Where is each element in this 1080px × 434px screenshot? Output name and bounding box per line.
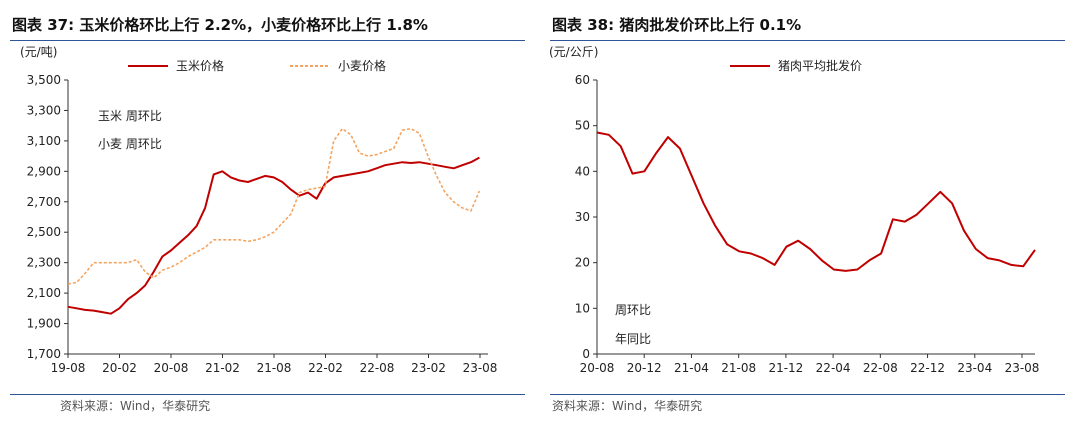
y-tick-label: 1,900 — [27, 317, 61, 331]
y-unit-label: (元/公斤) — [549, 45, 598, 59]
x-tick-label: 20-12 — [627, 361, 662, 375]
series-line — [596, 131, 1036, 272]
left-title-rule — [10, 40, 525, 41]
x-tick-label: 22-08 — [863, 361, 898, 375]
x-tick-label: 20-02 — [102, 361, 137, 375]
y-tick-label: 10 — [575, 301, 590, 315]
right-source-rule — [550, 394, 1065, 395]
x-tick-label: 20-08 — [154, 361, 189, 375]
y-tick-label: 2,100 — [27, 286, 61, 300]
y-tick-label: 1,700 — [27, 347, 61, 361]
note-text: 年同比 — [615, 332, 651, 346]
legend-label: 小麦价格 — [338, 58, 386, 73]
y-tick-label: 60 — [575, 73, 590, 87]
x-tick-label: 21-08 — [257, 361, 292, 375]
right-chart-panel: 图表 38: 猪肉批发价环比上行 0.1% (元/公斤) 0 10 20 30 40 50 6… — [540, 0, 1080, 434]
legend-label: 猪肉平均批发价 — [778, 58, 862, 73]
y-tick-label: 20 — [575, 256, 590, 270]
x-tick-label: 23-02 — [411, 361, 446, 375]
left-source-rule — [10, 394, 525, 395]
y-tick-label: 30 — [575, 210, 590, 224]
x-tick-label: 23-08 — [463, 361, 498, 375]
y-tick-label: 0 — [582, 347, 590, 361]
right-line-chart: (元/公斤) 0 10 20 30 40 50 60 20-08 20-12 21-04 21-08 2… — [549, 45, 1040, 375]
x-tick-label: 22-02 — [308, 361, 343, 375]
x-tick-label: 21-02 — [205, 361, 240, 375]
y-tick-label: 2,300 — [27, 256, 61, 270]
note-text: 小麦 周环比 — [98, 137, 162, 151]
series-line — [67, 127, 481, 285]
y-tick-label: 3,500 — [27, 73, 61, 87]
series-line — [67, 156, 480, 315]
left-chart-title: 图表 37: 玉米价格环比上行 2.2%，小麦价格环比上行 1.8% — [12, 16, 428, 34]
x-tick-label: 22-12 — [910, 361, 945, 375]
left-source-note: 资料来源：Wind，华泰研究 — [60, 399, 211, 413]
x-tick-label: 23-04 — [957, 361, 992, 375]
y-tick-label: 2,500 — [27, 225, 61, 239]
note-text: 玉米 周环比 — [98, 109, 162, 123]
right-source-note: 资料来源：Wind，华泰研究 — [552, 399, 703, 413]
y-tick-label: 2,700 — [27, 195, 61, 209]
x-tick-label: 22-04 — [816, 361, 851, 375]
x-tick-label: 21-08 — [721, 361, 756, 375]
y-tick-label: 2,900 — [27, 164, 61, 178]
y-tick-label: 3,100 — [27, 134, 61, 148]
x-tick-label: 21-12 — [768, 361, 803, 375]
right-chart-title: 图表 38: 猪肉批发价环比上行 0.1% — [552, 16, 802, 34]
left-line-chart: (元/吨) 1,700 1,900 2,100 2,300 2,500 2,700 2,900… — [20, 45, 498, 375]
x-tick-label: 20-08 — [580, 361, 615, 375]
legend-label: 玉米价格 — [176, 58, 224, 73]
right-title-rule — [550, 40, 1065, 41]
x-tick-label: 21-04 — [674, 361, 709, 375]
note-text: 周环比 — [615, 303, 651, 317]
y-tick-label: 40 — [575, 164, 590, 178]
x-tick-label: 19-08 — [51, 361, 86, 375]
left-chart-panel: 图表 37: 玉米价格环比上行 2.2%，小麦价格环比上行 1.8% (元/吨)… — [10, 16, 525, 413]
y-tick-label: 50 — [575, 119, 590, 133]
y-tick-label: 3,300 — [27, 103, 61, 117]
x-tick-label: 23-08 — [1005, 361, 1040, 375]
x-tick-label: 22-08 — [360, 361, 395, 375]
y-unit-label: (元/吨) — [20, 45, 57, 59]
